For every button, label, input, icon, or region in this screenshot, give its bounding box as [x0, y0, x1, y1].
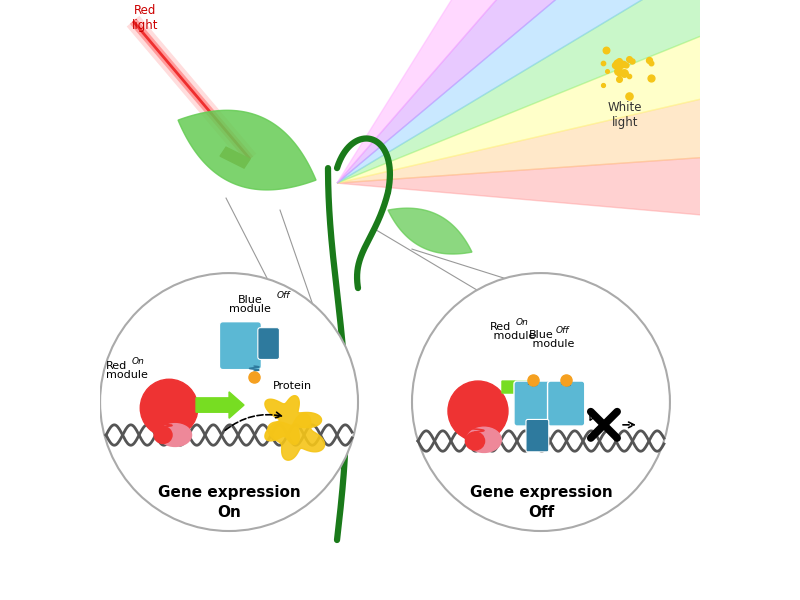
Text: module: module [229, 304, 271, 314]
Text: White
light: White light [608, 101, 642, 129]
Text: Gene expression
Off: Gene expression Off [470, 485, 612, 520]
Polygon shape [388, 208, 472, 254]
Polygon shape [178, 110, 316, 190]
Polygon shape [337, 62, 800, 183]
Text: Gene expression
On: Gene expression On [158, 485, 301, 520]
Polygon shape [337, 0, 750, 183]
Text: Red: Red [106, 361, 127, 371]
Text: On: On [516, 318, 529, 327]
Polygon shape [337, 0, 800, 183]
Ellipse shape [158, 424, 191, 446]
FancyBboxPatch shape [526, 419, 549, 452]
Circle shape [412, 273, 670, 531]
Polygon shape [268, 413, 325, 460]
FancyBboxPatch shape [547, 381, 585, 426]
Polygon shape [265, 395, 322, 445]
Polygon shape [337, 0, 800, 183]
Polygon shape [196, 392, 244, 418]
Text: Off: Off [556, 326, 570, 335]
Ellipse shape [466, 432, 485, 450]
Polygon shape [220, 147, 250, 168]
Text: Red: Red [490, 322, 511, 332]
FancyBboxPatch shape [514, 381, 551, 426]
Polygon shape [337, 0, 691, 183]
FancyBboxPatch shape [258, 328, 279, 359]
Text: Red
light: Red light [132, 4, 158, 32]
Text: module: module [490, 331, 535, 341]
Ellipse shape [466, 427, 502, 452]
Ellipse shape [154, 427, 172, 443]
Text: module: module [106, 370, 148, 380]
Polygon shape [502, 376, 545, 398]
Circle shape [100, 273, 358, 531]
Circle shape [140, 379, 198, 437]
Text: Protein: Protein [273, 381, 311, 391]
Text: Blue: Blue [238, 295, 262, 305]
Text: Blue: Blue [529, 330, 554, 340]
FancyBboxPatch shape [219, 322, 262, 370]
Text: On: On [132, 357, 145, 366]
Text: module: module [529, 339, 574, 349]
Polygon shape [337, 145, 800, 230]
Circle shape [448, 381, 508, 441]
Polygon shape [337, 0, 800, 183]
Text: Off: Off [277, 291, 290, 300]
